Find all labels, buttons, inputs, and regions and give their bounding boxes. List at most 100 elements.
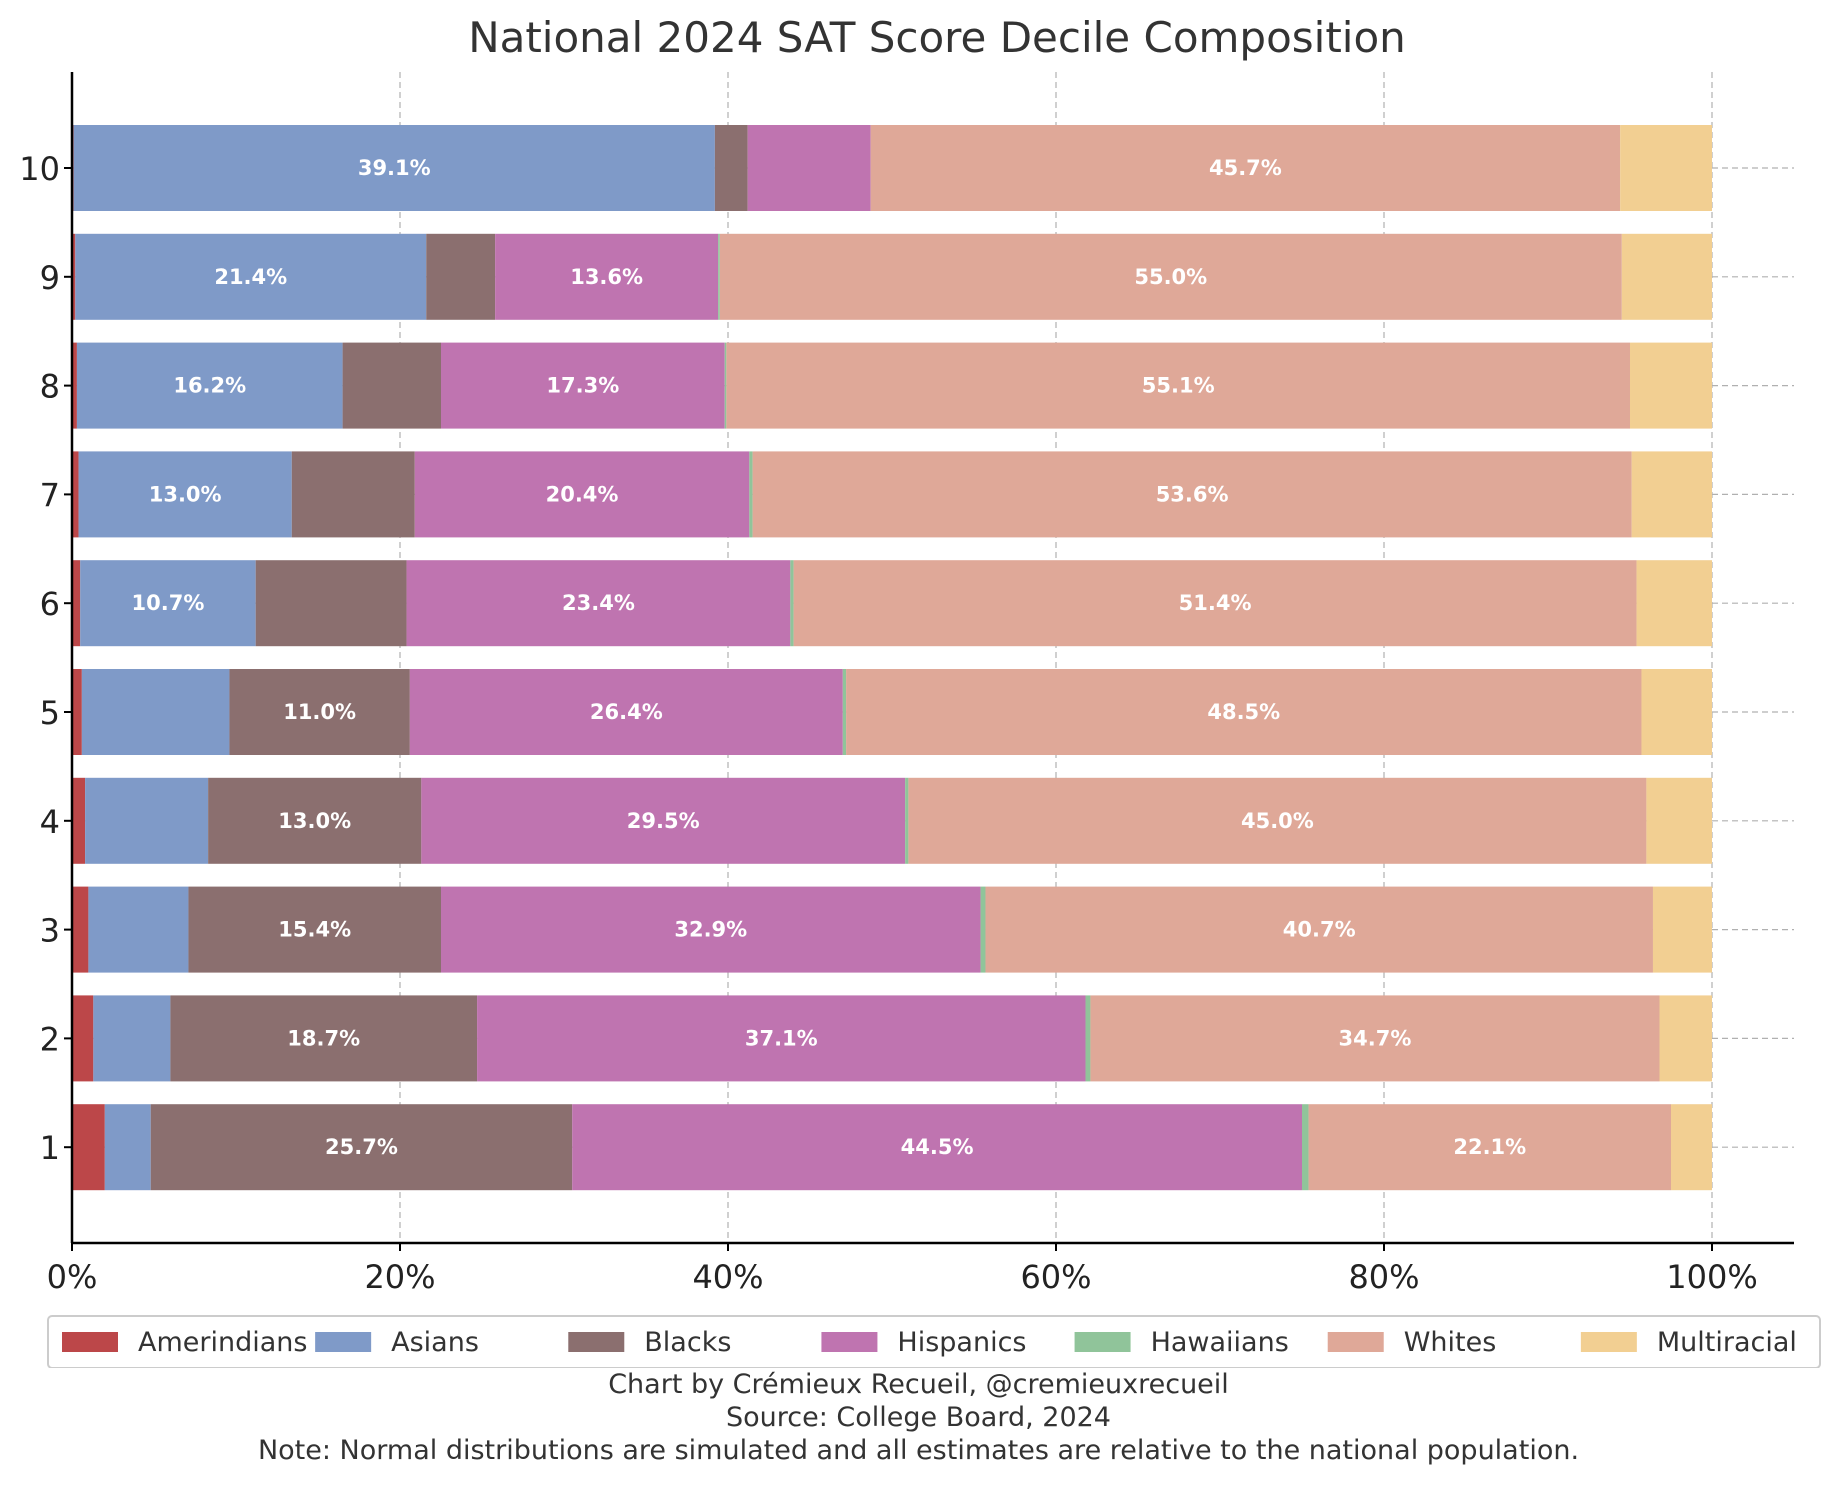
bar-multiracial-decile-3 (1652, 886, 1712, 973)
data-label-hispanics-decile-6: 23.4% (562, 591, 635, 615)
x-tick-label: 20% (364, 1258, 435, 1296)
data-label-hispanics-decile-2: 37.1% (745, 1026, 818, 1050)
data-label-blacks-decile-2: 18.7% (287, 1026, 360, 1050)
y-tick-label: 5 (40, 694, 60, 732)
bar-multiracial-decile-4 (1646, 777, 1712, 864)
bar-whites-decile-2 (1090, 995, 1660, 1082)
bar-whites-decile-4 (908, 777, 1647, 864)
bar-asians-decile-10 (73, 125, 715, 211)
data-label-hispanics-decile-7: 20.4% (546, 482, 619, 506)
bar-multiracial-decile-8 (1630, 342, 1712, 429)
y-tick-label: 3 (40, 912, 60, 950)
note-text: Note: Normal distributions are simulated… (257, 1435, 1580, 1466)
bar-hawaiians-decile-7 (749, 451, 753, 538)
bar-asians-decile-5 (81, 669, 230, 755)
bar-blacks-decile-7 (291, 451, 415, 538)
data-label-asians-decile-10: 39.1% (358, 156, 431, 180)
bar-whites-decile-10 (870, 125, 1621, 211)
data-label-hispanics-decile-4: 29.5% (627, 809, 700, 833)
bar-blacks-decile-8 (342, 342, 441, 429)
bar-hawaiians-decile-3 (980, 886, 986, 973)
bar-asians-decile-6 (80, 560, 256, 647)
legend-label-amerindians: Amerindians (138, 1327, 307, 1358)
bar-multiracial-decile-9 (1621, 233, 1712, 320)
data-label-hispanics-decile-3: 32.9% (674, 918, 747, 942)
legend-swatch-asians (315, 1332, 372, 1352)
data-label-whites-decile-6: 51.4% (1179, 591, 1252, 615)
bar-whites-decile-8 (726, 342, 1630, 429)
bar-blacks-decile-4 (208, 777, 422, 864)
bar-amerindians-decile-5 (72, 669, 82, 755)
bar-multiracial-decile-7 (1631, 451, 1712, 538)
legend-swatch-hispanics (821, 1332, 878, 1352)
data-label-blacks-decile-5: 11.0% (283, 700, 356, 724)
bar-whites-decile-7 (752, 451, 1632, 538)
credit-text: Chart by Crémieux Recueil, @cremieuxrecu… (608, 1369, 1229, 1400)
data-label-blacks-decile-3: 15.4% (278, 918, 351, 942)
bar-hawaiians-decile-4 (905, 777, 909, 864)
bar-amerindians-decile-7 (72, 451, 79, 538)
data-label-asians-decile-9: 21.4% (214, 265, 287, 289)
y-tick-label: 9 (40, 259, 60, 297)
y-tick-label: 4 (40, 803, 60, 841)
data-label-asians-decile-7: 13.0% (149, 482, 222, 506)
bar-amerindians-decile-4 (72, 777, 86, 864)
y-tick-label: 7 (40, 476, 60, 514)
bar-blacks-decile-1 (150, 1104, 573, 1191)
bar-amerindians-decile-8 (72, 342, 77, 429)
bar-hispanics-decile-7 (414, 451, 750, 538)
bar-blacks-decile-6 (255, 560, 407, 647)
bar-asians-decile-2 (93, 995, 171, 1082)
legend-label-blacks: Blacks (644, 1327, 731, 1358)
legend-swatch-multiracial (1580, 1332, 1637, 1352)
chart: National 2024 SAT Score Decile Compositi… (19, 13, 1821, 1368)
x-tick-label: 100% (1666, 1258, 1757, 1296)
chart-footer: Chart by Crémieux Recueil, @cremieuxrecu… (0, 1368, 1837, 1467)
legend: Amerindians Asians Blacks Hispanics Hawaiian… (47, 1315, 1821, 1368)
bar-whites-decile-5 (846, 669, 1642, 755)
data-label-whites-decile-1: 22.1% (1453, 1135, 1526, 1159)
data-label-whites-decile-5: 48.5% (1207, 700, 1280, 724)
legend-label-whites: Whites (1404, 1327, 1497, 1358)
data-label-whites-decile-10: 45.7% (1209, 156, 1282, 180)
bar-hawaiians-decile-5 (842, 669, 847, 755)
data-label-whites-decile-7: 53.6% (1156, 482, 1229, 506)
source-text: Source: College Board, 2024 (726, 1402, 1111, 1433)
data-label-asians-decile-6: 10.7% (132, 591, 205, 615)
data-label-hispanics-decile-1: 44.5% (901, 1135, 974, 1159)
x-tick-label: 40% (692, 1258, 763, 1296)
data-label-asians-decile-8: 16.2% (173, 374, 246, 398)
data-label-hispanics-decile-5: 26.4% (590, 700, 663, 724)
legend-swatch-hawaiians (1074, 1332, 1131, 1352)
bar-asians-decile-9 (75, 233, 427, 320)
legend-label-hawaiians: Hawaiians (1151, 1327, 1289, 1358)
data-label-whites-decile-4: 45.0% (1241, 809, 1314, 833)
bar-hawaiians-decile-1 (1302, 1104, 1309, 1191)
bar-multiracial-decile-5 (1641, 669, 1712, 755)
bar-whites-decile-9 (719, 233, 1622, 320)
data-label-hispanics-decile-9: 13.6% (570, 265, 643, 289)
bar-asians-decile-8 (76, 342, 343, 429)
bar-multiracial-decile-10 (1620, 125, 1712, 211)
bar-hispanics-decile-1 (572, 1104, 1302, 1191)
bar-hispanics-decile-9 (495, 233, 719, 320)
y-tick-label: 8 (40, 368, 60, 406)
bar-hispanics-decile-10 (747, 125, 871, 211)
axes: 0% 20% 40% 60% 80% 100% 1 2 3 4 5 6 7 8 9 10 (19, 72, 1794, 1296)
bar-hispanics-decile-6 (406, 560, 791, 647)
data-label-blacks-decile-4: 13.0% (278, 809, 351, 833)
data-labels: 25.7% 44.5% 22.1% 18.7% 37.1% 34.7% 15.4% 32.9%… (132, 156, 1527, 1159)
bar-hispanics-decile-4 (421, 777, 906, 864)
bar-hispanics-decile-3 (441, 886, 981, 973)
data-label-hispanics-decile-8: 17.3% (546, 374, 619, 398)
bar-multiracial-decile-2 (1659, 995, 1712, 1082)
bar-blacks-decile-5 (229, 669, 410, 755)
x-tick-label: 80% (1348, 1258, 1419, 1296)
bar-amerindians-decile-9 (72, 233, 76, 320)
x-tick-label: 0% (47, 1258, 98, 1296)
bar-hawaiians-decile-6 (790, 560, 794, 647)
bar-whites-decile-3 (985, 886, 1653, 973)
bar-whites-decile-6 (793, 560, 1637, 647)
bar-hispanics-decile-8 (441, 342, 725, 429)
bar-asians-decile-3 (88, 886, 189, 973)
